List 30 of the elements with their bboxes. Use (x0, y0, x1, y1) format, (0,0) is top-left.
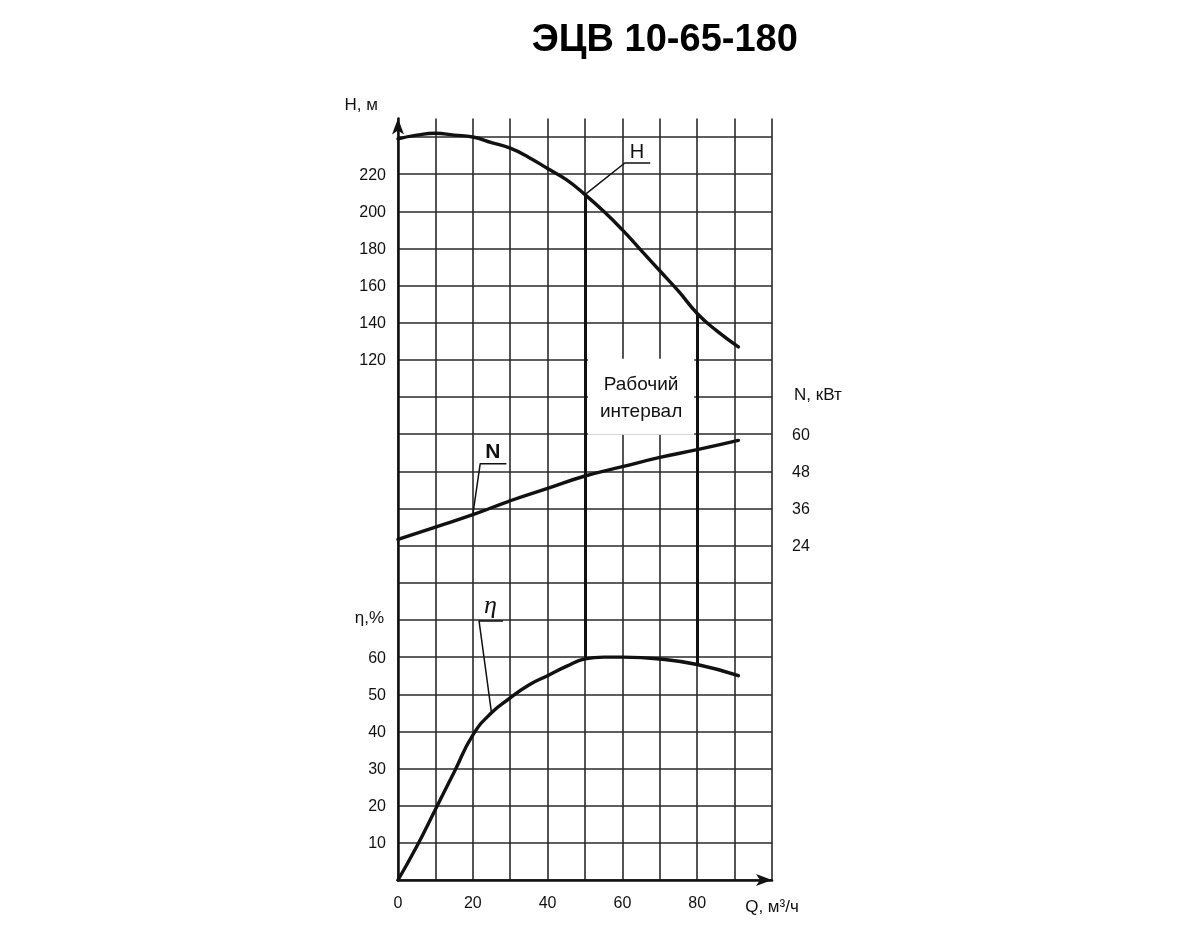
x-tick-label: 0 (393, 893, 403, 911)
x-tick-label: 60 (613, 893, 632, 911)
y3-axis-title: η,% (354, 607, 384, 627)
y2-tick-label: 48 (792, 462, 810, 480)
y-tick-label: 180 (359, 239, 387, 257)
y-tick-label: 220 (359, 165, 387, 183)
x-tick-label: 80 (688, 893, 707, 911)
y2-tick-label: 24 (792, 537, 810, 555)
y3-tick-label: 20 (368, 797, 387, 815)
y3-tick-label: 50 (368, 685, 387, 703)
y3-tick-label: 40 (368, 722, 387, 740)
x-axis-title: Q, м³/ч (745, 896, 799, 916)
series-label: N (485, 439, 501, 463)
y-tick-label: 160 (359, 277, 387, 295)
text: H (629, 139, 645, 162)
text: η (484, 590, 497, 620)
y-tick-label: 200 (359, 202, 387, 220)
y2-tick-label: 36 (792, 500, 810, 517)
x-tick-label: 40 (538, 893, 557, 911)
y-axis-title: H, м (344, 94, 378, 114)
y2-axis-title: N, кВт (794, 384, 842, 404)
y3-tick-label: 60 (368, 648, 387, 666)
chart-title: ЭЦВ 10-65-180 (531, 17, 798, 59)
annotation: Рабочий интервал (599, 372, 683, 421)
y-tick-label: 140 (359, 314, 387, 332)
x-tick-label: 20 (463, 893, 482, 911)
y2-tick-label: 60 (792, 425, 810, 443)
y3-tick-label: 30 (368, 760, 387, 778)
y-tick-label: 120 (359, 351, 387, 369)
y3-tick-label: 10 (368, 834, 387, 852)
